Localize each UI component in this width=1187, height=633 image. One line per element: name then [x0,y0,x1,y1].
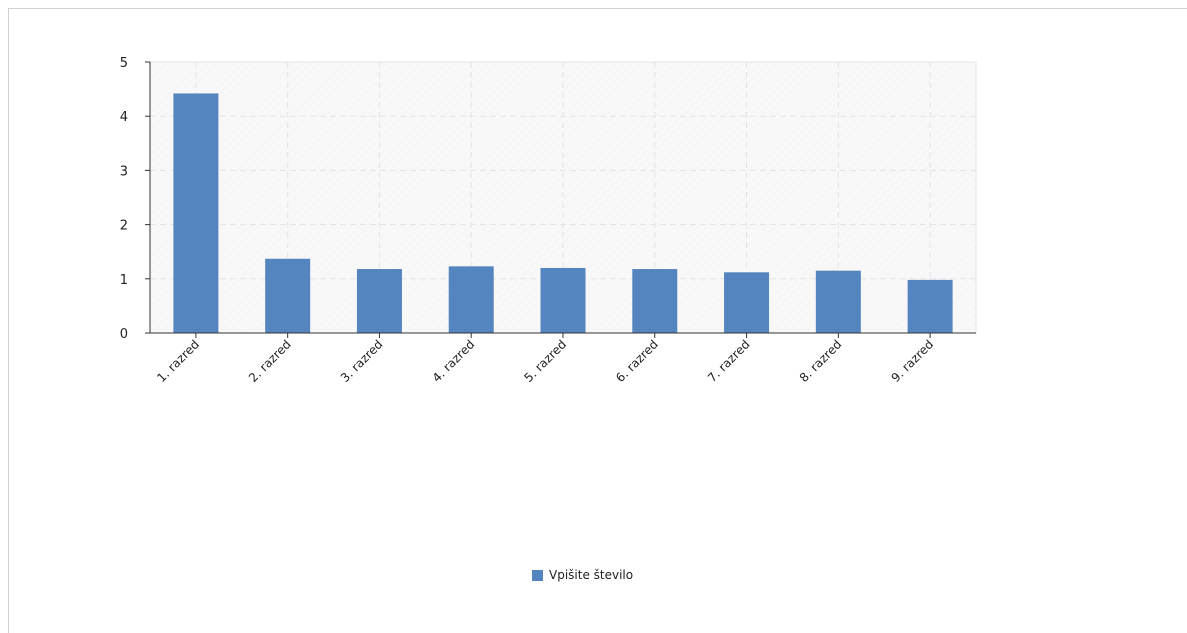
x-tick-label: 3. razred [338,337,386,385]
bar[interactable] [448,266,494,333]
x-tick-label: 4. razred [430,337,478,385]
y-tick-label: 5 [120,56,128,71]
y-tick-label: 4 [120,110,128,125]
bar[interactable] [356,269,402,333]
bar[interactable] [907,279,953,333]
bar[interactable] [815,270,861,333]
y-tick-label: 2 [120,219,128,234]
bar[interactable] [632,269,678,333]
x-tick-label: 7. razred [705,337,753,385]
bar[interactable] [265,258,311,333]
legend: Vpišite število [532,568,633,582]
x-tick-label: 9. razred [888,337,936,385]
legend-swatch [532,569,543,581]
y-tick-label: 1 [120,273,128,288]
legend-label: Vpišite število [549,568,634,582]
bar[interactable] [173,93,219,333]
y-tick-label: 3 [120,164,128,179]
x-tick-label: 8. razred [797,337,845,385]
x-tick-label: 6. razred [613,337,661,385]
x-tick-label: 1. razred [154,337,202,385]
bar[interactable] [724,272,770,333]
bar[interactable] [540,267,586,333]
x-tick-label: 5. razred [521,337,569,385]
y-tick-label: 0 [120,327,128,342]
x-tick-label: 2. razred [246,337,294,385]
